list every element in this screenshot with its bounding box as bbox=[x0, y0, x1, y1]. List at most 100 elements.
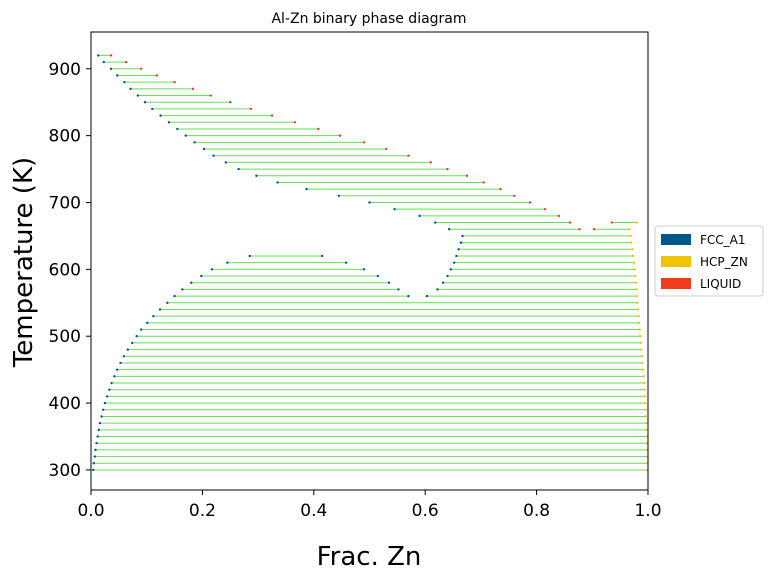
phase-point-fcc-a1 bbox=[159, 114, 162, 117]
phase-point-liquid bbox=[229, 101, 232, 104]
legend-swatch-liquid bbox=[661, 278, 691, 289]
legend: FCC_A1 HCP_ZN LIQUID bbox=[654, 225, 764, 297]
legend-label-hcp-zn: HCP_ZN bbox=[700, 255, 748, 269]
y-axis-label: Temperature (K) bbox=[9, 157, 39, 368]
legend-items: FCC_A1 HCP_ZN LIQUID bbox=[661, 233, 748, 291]
legend-swatch-fcc-a1 bbox=[661, 234, 691, 245]
phase-point-fcc-a1 bbox=[103, 401, 107, 405]
phase-point-fcc-a1 bbox=[98, 421, 102, 425]
phase-point-hcp-zn bbox=[639, 341, 642, 345]
phase-point-fcc-a1 bbox=[143, 101, 147, 104]
phase-point-hcp-zn bbox=[641, 361, 644, 365]
phase-point-liquid bbox=[499, 187, 502, 191]
phase-point-fcc-a1 bbox=[387, 281, 391, 284]
phase-point-hcp-zn bbox=[635, 294, 639, 298]
y-tick-label: 400 bbox=[49, 394, 81, 414]
phase-point-fcc-a1 bbox=[441, 281, 445, 284]
y-tick-label: 800 bbox=[49, 127, 81, 147]
phase-point-fcc-a1 bbox=[449, 268, 453, 271]
phase-point-fcc-a1 bbox=[92, 468, 95, 472]
x-tick-label: 0.0 bbox=[77, 501, 104, 521]
phase-point-fcc-a1 bbox=[151, 107, 154, 111]
phase-point-fcc-a1 bbox=[276, 181, 279, 184]
phase-point-hcp-zn bbox=[640, 355, 644, 358]
phase-point-fcc-a1 bbox=[200, 274, 203, 278]
phase-point-liquid bbox=[317, 127, 320, 131]
phase-point-liquid bbox=[465, 174, 469, 177]
phase-point-fcc-a1 bbox=[131, 341, 134, 345]
phase-point-fcc-a1 bbox=[434, 221, 437, 224]
phase-point-fcc-a1 bbox=[97, 54, 100, 57]
phase-point-hcp-zn bbox=[637, 314, 640, 318]
phase-point-liquid bbox=[482, 181, 485, 184]
phase-point-hcp-zn bbox=[631, 254, 635, 258]
x-tick-label: 0.8 bbox=[523, 501, 550, 521]
phase-point-fcc-a1 bbox=[226, 261, 229, 264]
phase-point-hcp-zn bbox=[644, 408, 647, 411]
y-tick-label: 700 bbox=[49, 193, 81, 213]
phase-point-fcc-a1 bbox=[461, 234, 464, 238]
phase-point-liquid bbox=[155, 74, 158, 77]
phase-point-fcc-a1 bbox=[173, 294, 176, 298]
phase-point-liquid bbox=[249, 107, 253, 111]
phase-point-fcc-a1 bbox=[100, 415, 103, 418]
phase-point-liquid bbox=[338, 134, 342, 137]
phase-point-fcc-a1 bbox=[397, 288, 400, 291]
phase-point-fcc-a1 bbox=[102, 408, 105, 411]
x-tick-label: 1.0 bbox=[634, 501, 661, 521]
phase-point-hcp-zn bbox=[634, 281, 637, 284]
phase-point-fcc-a1 bbox=[113, 375, 116, 378]
phase-point-fcc-a1 bbox=[109, 67, 113, 70]
phase-point-fcc-a1 bbox=[95, 441, 98, 445]
phase-point-hcp-zn bbox=[637, 321, 641, 325]
phase-point-fcc-a1 bbox=[115, 368, 119, 371]
phase-point-fcc-a1 bbox=[212, 154, 215, 157]
phase-point-liquid bbox=[610, 221, 613, 224]
x-tick-label: 0.6 bbox=[412, 501, 439, 521]
phase-point-fcc-a1 bbox=[305, 187, 308, 191]
phase-point-hcp-zn bbox=[631, 248, 634, 251]
x-axis-ticks: 0.0 0.2 0.4 0.6 0.8 1.0 bbox=[77, 490, 662, 521]
phase-point-fcc-a1 bbox=[115, 74, 119, 77]
legend-swatch-hcp-zn bbox=[661, 256, 691, 267]
phase-point-fcc-a1 bbox=[94, 448, 97, 452]
phase-point-fcc-a1 bbox=[362, 268, 366, 271]
phase-point-fcc-a1 bbox=[376, 274, 380, 278]
phase-point-hcp-zn bbox=[642, 375, 645, 378]
phase-point-fcc-a1 bbox=[337, 194, 341, 198]
phase-point-hcp-zn bbox=[638, 328, 641, 331]
phase-point-liquid bbox=[109, 54, 113, 57]
phase-point-fcc-a1 bbox=[158, 308, 162, 311]
phase-point-liquid bbox=[191, 87, 195, 91]
phase-point-liquid bbox=[557, 214, 561, 218]
phase-point-fcc-a1 bbox=[119, 361, 122, 365]
phase-point-fcc-a1 bbox=[407, 294, 410, 298]
phase-point-hcp-zn bbox=[636, 308, 640, 311]
plot-frame bbox=[90, 31, 649, 491]
phase-point-fcc-a1 bbox=[344, 261, 348, 264]
phase-point-hcp-zn bbox=[645, 428, 648, 432]
phase-point-liquid bbox=[385, 147, 388, 151]
phase-point-fcc-a1 bbox=[459, 241, 463, 244]
phase-point-fcc-a1 bbox=[97, 428, 100, 432]
phase-point-liquid bbox=[543, 207, 547, 211]
legend-label-fcc-a1: FCC_A1 bbox=[700, 233, 746, 247]
phase-point-hcp-zn bbox=[645, 421, 648, 425]
phase-point-fcc-a1 bbox=[255, 174, 258, 177]
y-axis-ticks: 300 400 500 600 700 800 900 bbox=[49, 60, 91, 481]
phase-point-fcc-a1 bbox=[129, 87, 132, 91]
phase-point-fcc-a1 bbox=[166, 301, 169, 304]
phase-point-fcc-a1 bbox=[110, 381, 113, 385]
phase-point-hcp-zn bbox=[643, 388, 646, 391]
phase-point-fcc-a1 bbox=[320, 254, 324, 258]
phase-points-group bbox=[92, 54, 649, 472]
phase-point-liquid bbox=[429, 161, 432, 164]
phase-point-hcp-zn bbox=[644, 395, 647, 398]
phase-point-liquid bbox=[446, 167, 449, 171]
phase-point-fcc-a1 bbox=[455, 254, 458, 258]
phase-point-liquid bbox=[407, 154, 410, 157]
phase-point-hcp-zn bbox=[644, 415, 647, 418]
phase-point-fcc-a1 bbox=[447, 228, 451, 231]
phase-point-fcc-a1 bbox=[425, 294, 429, 298]
